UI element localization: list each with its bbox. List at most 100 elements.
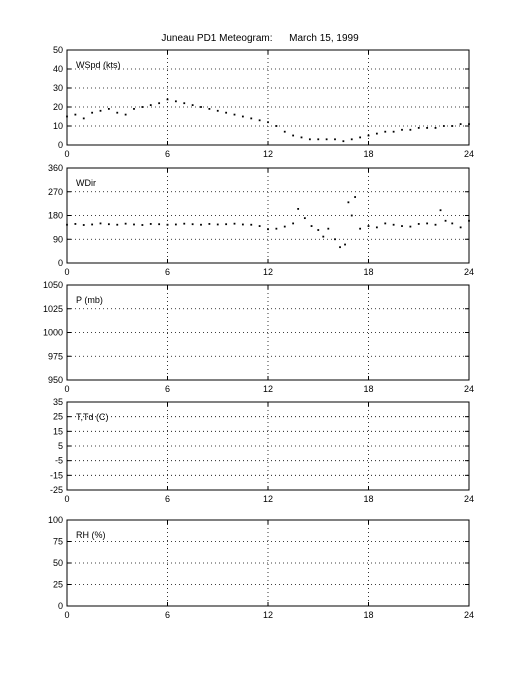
data-point	[116, 223, 119, 226]
x-tick-label: 12	[263, 384, 273, 394]
y-tick-label: -25	[50, 485, 63, 495]
data-point	[99, 222, 102, 225]
data-point	[292, 222, 295, 225]
data-point	[434, 223, 437, 226]
x-tick-label: 6	[165, 384, 170, 394]
data-point	[409, 225, 412, 228]
data-point	[250, 117, 253, 120]
data-point	[417, 127, 420, 129]
data-point	[116, 111, 119, 114]
data-point	[300, 136, 303, 139]
data-point	[451, 125, 454, 127]
data-point	[459, 123, 462, 125]
y-tick-label: 50	[53, 558, 63, 568]
chart-title: Juneau PD1 Meteogram: March 15, 1999	[161, 33, 359, 44]
x-tick-label: 24	[464, 494, 474, 504]
y-tick-label: 5	[58, 441, 63, 451]
y-tick-label: 20	[53, 102, 63, 112]
data-point	[350, 214, 353, 217]
x-tick-label: 18	[363, 494, 373, 504]
y-tick-label: 10	[53, 121, 63, 131]
x-tick-label: 6	[165, 610, 170, 620]
data-point	[174, 100, 177, 103]
data-point	[149, 223, 152, 225]
data-point	[250, 223, 253, 226]
data-point	[327, 227, 330, 230]
data-point	[375, 132, 378, 135]
data-points	[66, 98, 470, 143]
data-point	[334, 238, 336, 241]
x-tick-label: 24	[464, 149, 474, 159]
x-tick-label: 18	[363, 149, 373, 159]
data-point	[275, 125, 278, 127]
y-tick-label: 25	[53, 580, 63, 590]
x-tick-label: 18	[363, 267, 373, 277]
data-point	[350, 138, 353, 141]
x-tick-label: 0	[64, 494, 69, 504]
y-tick-label: 950	[48, 375, 63, 385]
panel-2: 0 6 12 18 24 950 975 1000 1025 1050 P (mb)	[43, 280, 474, 394]
y-tick-label: 75	[53, 537, 63, 547]
data-point	[434, 127, 437, 129]
data-points	[66, 196, 470, 249]
data-point	[444, 219, 447, 222]
data-point	[200, 106, 202, 108]
x-tick-label: 18	[363, 384, 373, 394]
data-point	[208, 108, 211, 110]
data-point	[367, 225, 370, 227]
data-point	[303, 217, 306, 220]
data-point	[133, 108, 135, 110]
x-tick-label: 6	[165, 494, 170, 504]
y-tick-label: 270	[48, 187, 63, 197]
y-tick-label: 0	[58, 601, 63, 611]
data-point	[426, 222, 429, 225]
y-tick-label: 35	[53, 397, 63, 407]
data-point	[317, 138, 320, 141]
data-point	[141, 106, 144, 108]
y-tick-label: -5	[55, 456, 63, 466]
data-point	[354, 196, 356, 198]
panel-label: RH (%)	[76, 530, 106, 540]
data-point	[392, 130, 395, 133]
data-point	[124, 113, 127, 116]
data-point	[401, 225, 403, 227]
data-point	[183, 102, 186, 105]
data-point	[417, 223, 420, 225]
x-tick-label: 12	[263, 610, 273, 620]
x-tick-label: 0	[64, 384, 69, 394]
panel-1: 0 6 12 18 24 0 90 180 270 360 WDir	[48, 163, 474, 277]
data-point	[107, 223, 110, 226]
data-point	[258, 225, 261, 227]
data-point	[191, 104, 194, 106]
data-point	[66, 223, 68, 226]
panel-4: 0 6 12 18 24 0 25 50 75 100 RH (%)	[48, 515, 474, 620]
data-point	[344, 243, 346, 246]
data-point	[334, 138, 336, 141]
data-point	[468, 219, 470, 222]
data-point	[82, 224, 85, 226]
data-point	[91, 111, 94, 114]
data-point	[283, 225, 286, 228]
data-point	[375, 226, 378, 229]
panel-3: 0 6 12 18 24 -25 -15 -5 5 15 25 35 T,Td (C)	[50, 397, 474, 504]
data-point	[339, 246, 341, 249]
x-tick-label: 0	[64, 610, 69, 620]
data-point	[225, 223, 228, 226]
data-point	[342, 140, 345, 143]
data-point	[359, 136, 362, 139]
panel-0: 0 6 12 18 24 0 10 20 30 40 50 WSpd (kts)	[53, 45, 474, 159]
data-point	[367, 134, 370, 137]
data-point	[275, 227, 278, 230]
data-point	[468, 123, 470, 125]
data-point	[267, 121, 269, 124]
data-point	[99, 109, 102, 112]
x-tick-label: 12	[263, 267, 273, 277]
data-point	[208, 223, 211, 225]
y-tick-label: 90	[53, 234, 63, 244]
y-tick-label: 1025	[43, 304, 63, 314]
data-point	[158, 223, 161, 226]
data-point	[384, 130, 387, 133]
y-tick-label: 25	[53, 412, 63, 422]
data-point	[451, 222, 454, 225]
